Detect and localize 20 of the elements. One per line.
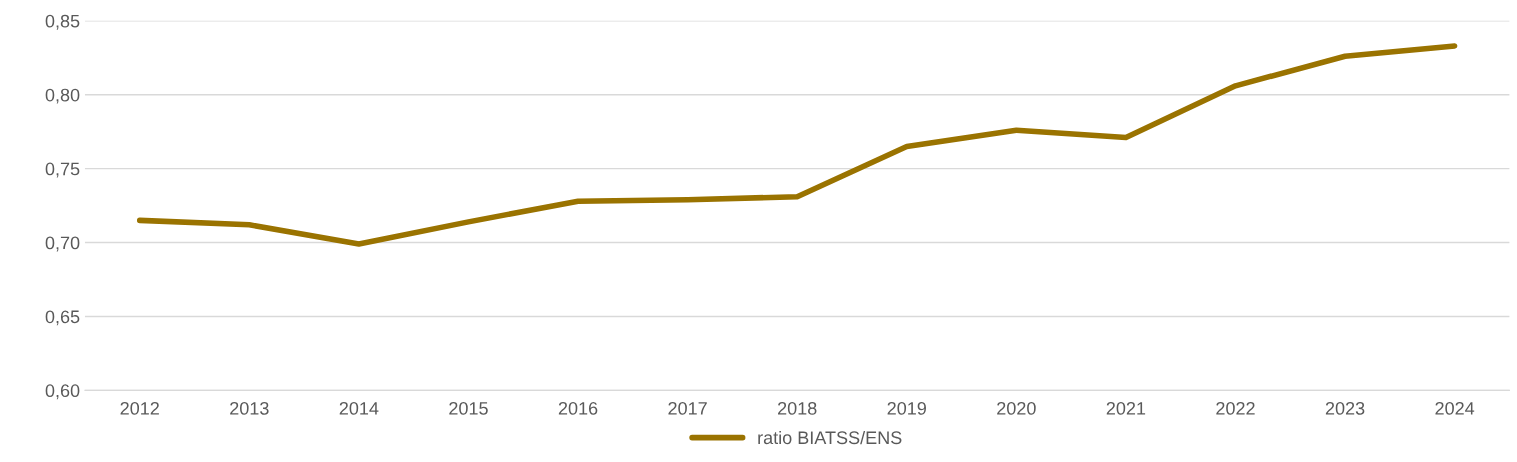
x-tick-label: 2015 [449, 401, 488, 415]
x-tick-label: 2020 [997, 401, 1036, 415]
x-tick-label: 2012 [120, 401, 159, 415]
y-tick-label: 0,60 [45, 384, 80, 400]
x-tick-label: 2024 [1435, 401, 1475, 415]
x-tick-label: 2021 [1106, 401, 1146, 415]
legend-label: ratio BIATSS/ENS [758, 430, 902, 445]
x-tick-label: 2013 [230, 401, 269, 415]
y-tick-label: 0,70 [45, 236, 80, 252]
y-tick-label: 0,65 [45, 310, 80, 326]
x-tick-label: 2022 [1216, 401, 1255, 415]
x-tick-label: 2016 [558, 401, 598, 415]
x-tick-label: 2017 [668, 401, 707, 415]
y-tick-label: 0,80 [45, 88, 80, 104]
y-tick-label: 0,75 [45, 162, 80, 178]
y-tick-label: 0,85 [45, 14, 80, 30]
x-tick-label: 2023 [1325, 401, 1365, 415]
x-tick-label: 2019 [887, 401, 926, 415]
x-tick-label: 2014 [339, 401, 379, 415]
x-tick-label: 2018 [778, 401, 817, 415]
